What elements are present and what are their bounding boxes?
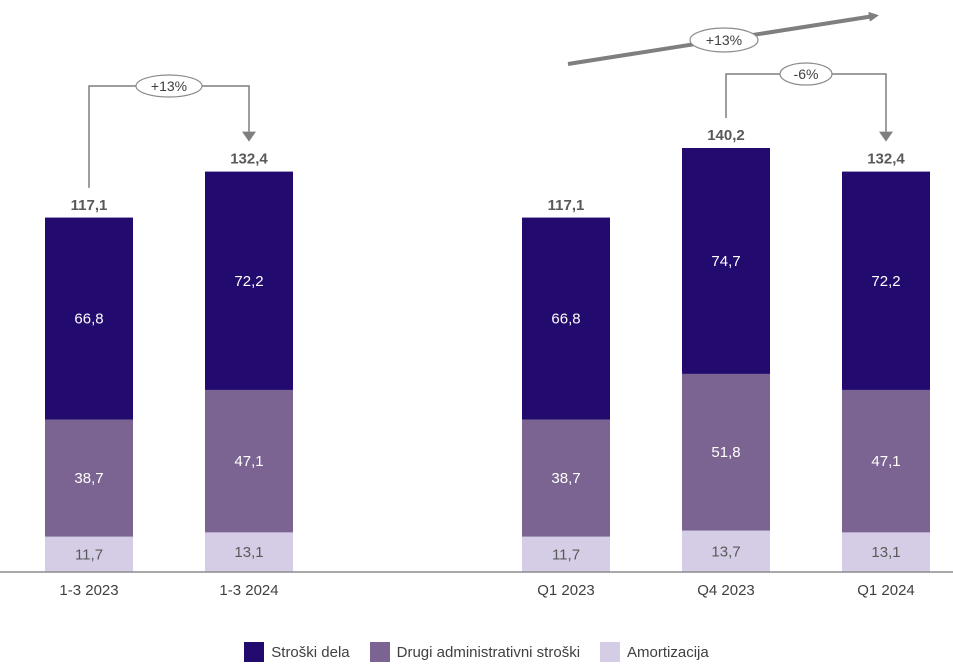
data-label-drugi-administrativni-stro-ki-2: 47,1 bbox=[234, 453, 263, 470]
legend-item-amortizacija: Amortizacija bbox=[600, 642, 709, 662]
growth-arrowhead-1 bbox=[242, 131, 256, 142]
bar-stro-ki-dela-3 bbox=[522, 217, 610, 420]
legend-swatch-drugi-administrativni-stroski bbox=[369, 642, 390, 662]
bar-amortizacija-1 bbox=[45, 536, 133, 572]
data-label-drugi-administrativni-stro-ki-5: 47,1 bbox=[871, 453, 900, 470]
legend-swatch-amortizacija bbox=[600, 642, 621, 662]
bar-drugi-administrativni-stro-ki-2 bbox=[205, 389, 293, 533]
total-label-4: 140,2 bbox=[707, 127, 745, 144]
total-label-3: 117,1 bbox=[548, 197, 585, 214]
data-label-amortizacija-2: 13,1 bbox=[234, 544, 263, 561]
data-label-stro-ki-dela-4: 74,7 bbox=[711, 253, 740, 270]
growth-label-3: +13% bbox=[706, 32, 742, 48]
x-tick-label-4: Q4 2023 bbox=[697, 582, 755, 599]
growth-label-1: +13% bbox=[151, 78, 187, 94]
bar-drugi-administrativni-stro-ki-3 bbox=[522, 419, 610, 537]
x-tick-label-3: Q1 2023 bbox=[537, 582, 595, 599]
data-label-amortizacija-3: 11,7 bbox=[552, 546, 580, 563]
growth-label-2: -6% bbox=[794, 66, 819, 82]
data-label-drugi-administrativni-stro-ki-4: 51,8 bbox=[711, 444, 740, 461]
x-tick-label-1: 1-3 2023 bbox=[59, 582, 118, 599]
bar-amortizacija-2 bbox=[205, 532, 293, 572]
bar-stro-ki-dela-5 bbox=[842, 171, 930, 390]
data-label-drugi-administrativni-stro-ki-1: 38,7 bbox=[74, 470, 103, 487]
legend-item-stroski-dela: Stroški dela bbox=[244, 642, 350, 662]
legend-swatch-stroski-dela bbox=[244, 642, 265, 662]
bar-drugi-administrativni-stro-ki-1 bbox=[45, 419, 133, 537]
x-tick-label-5: Q1 2024 bbox=[857, 582, 915, 599]
legend-label-drugi-administrativni-stroski: Drugi administrativni stroški bbox=[396, 643, 581, 661]
x-tick-label-2: 1-3 2024 bbox=[219, 582, 278, 599]
bar-stro-ki-dela-4 bbox=[682, 148, 770, 374]
data-label-amortizacija-4: 13,7 bbox=[711, 543, 740, 560]
legend-item-drugi-administrativni-stroski: Drugi administrativni stroški bbox=[369, 642, 581, 662]
total-label-1: 117,1 bbox=[71, 197, 108, 214]
data-label-amortizacija-1: 11,7 bbox=[75, 546, 103, 563]
legend: Stroški dela Drugi administrativni stroš… bbox=[0, 642, 953, 662]
data-label-drugi-administrativni-stro-ki-3: 38,7 bbox=[551, 470, 580, 487]
data-label-amortizacija-5: 13,1 bbox=[871, 544, 900, 561]
data-label-stro-ki-dela-3: 66,8 bbox=[551, 311, 580, 328]
total-label-2: 132,4 bbox=[230, 151, 268, 168]
legend-label-stroski-dela: Stroški dela bbox=[271, 643, 350, 661]
growth-oval-2 bbox=[779, 62, 833, 86]
growth-oval-3 bbox=[689, 27, 759, 53]
growth-arrowhead-2 bbox=[879, 131, 893, 142]
bar-amortizacija-5 bbox=[842, 532, 930, 572]
data-label-stro-ki-dela-1: 66,8 bbox=[74, 311, 103, 328]
stacked-bar-chart: 11,7 38,7 66,8 117,1 1-3 2023 13,1 47,1 72,2 132… bbox=[0, 11, 953, 599]
data-label-stro-ki-dela-5: 72,2 bbox=[871, 273, 900, 290]
total-label-5: 132,4 bbox=[867, 151, 905, 168]
bar-amortizacija-3 bbox=[522, 536, 610, 572]
bar-drugi-administrativni-stro-ki-5 bbox=[842, 389, 930, 533]
bar-drugi-administrativni-stro-ki-4 bbox=[682, 373, 770, 531]
data-label-stro-ki-dela-2: 72,2 bbox=[234, 273, 263, 290]
bar-stro-ki-dela-1 bbox=[45, 217, 133, 420]
bar-amortizacija-4 bbox=[682, 530, 770, 572]
growth-oval-1 bbox=[135, 74, 203, 98]
bar-stro-ki-dela-2 bbox=[205, 171, 293, 390]
legend-label-amortizacija: Amortizacija bbox=[627, 643, 709, 661]
